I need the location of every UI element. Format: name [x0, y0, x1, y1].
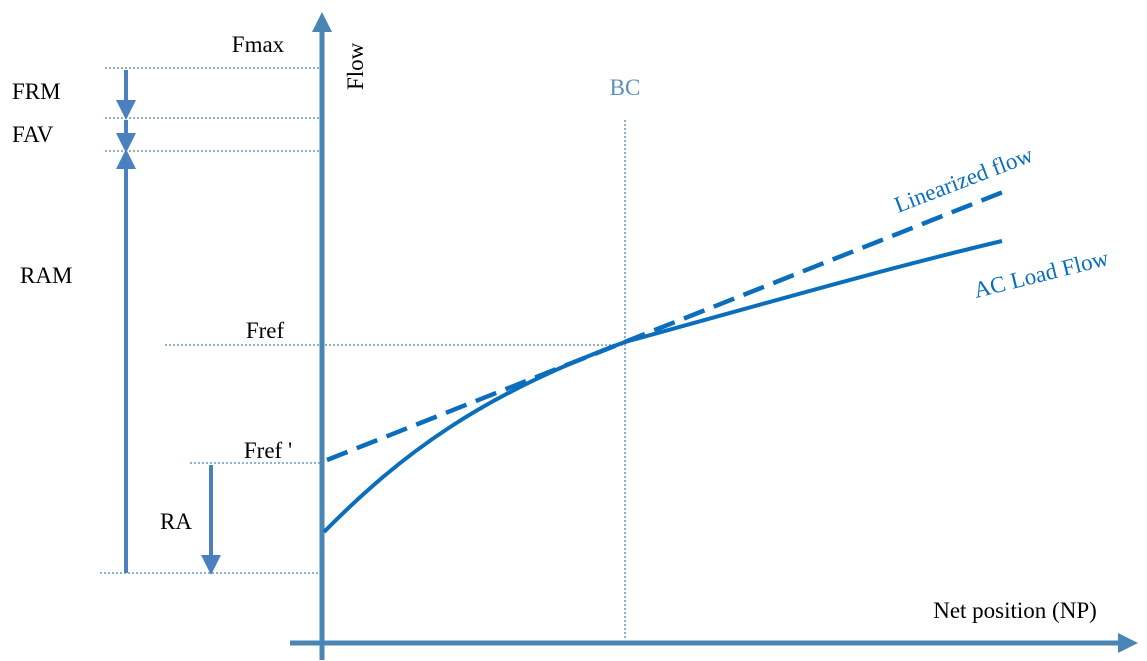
ra-label: RA — [160, 509, 192, 534]
frm-label: FRM — [12, 79, 61, 104]
y-axis-label: Flow — [343, 42, 368, 90]
fref-label: Fref — [246, 318, 285, 343]
fav-label: FAV — [12, 122, 54, 147]
ac-load-flow-label: AC Load Flow — [971, 245, 1111, 303]
guide-lines — [100, 67, 626, 640]
x-axis-label: Net position (NP) — [933, 598, 1097, 623]
bc-label: BC — [610, 75, 641, 100]
fmax-label: Fmax — [232, 32, 285, 57]
ram-label: RAM — [20, 263, 72, 288]
ac-load-flow-curve — [322, 239, 1003, 534]
linearized-flow-line — [326, 189, 1004, 463]
fref-prime-label: Fref ' — [244, 438, 292, 463]
